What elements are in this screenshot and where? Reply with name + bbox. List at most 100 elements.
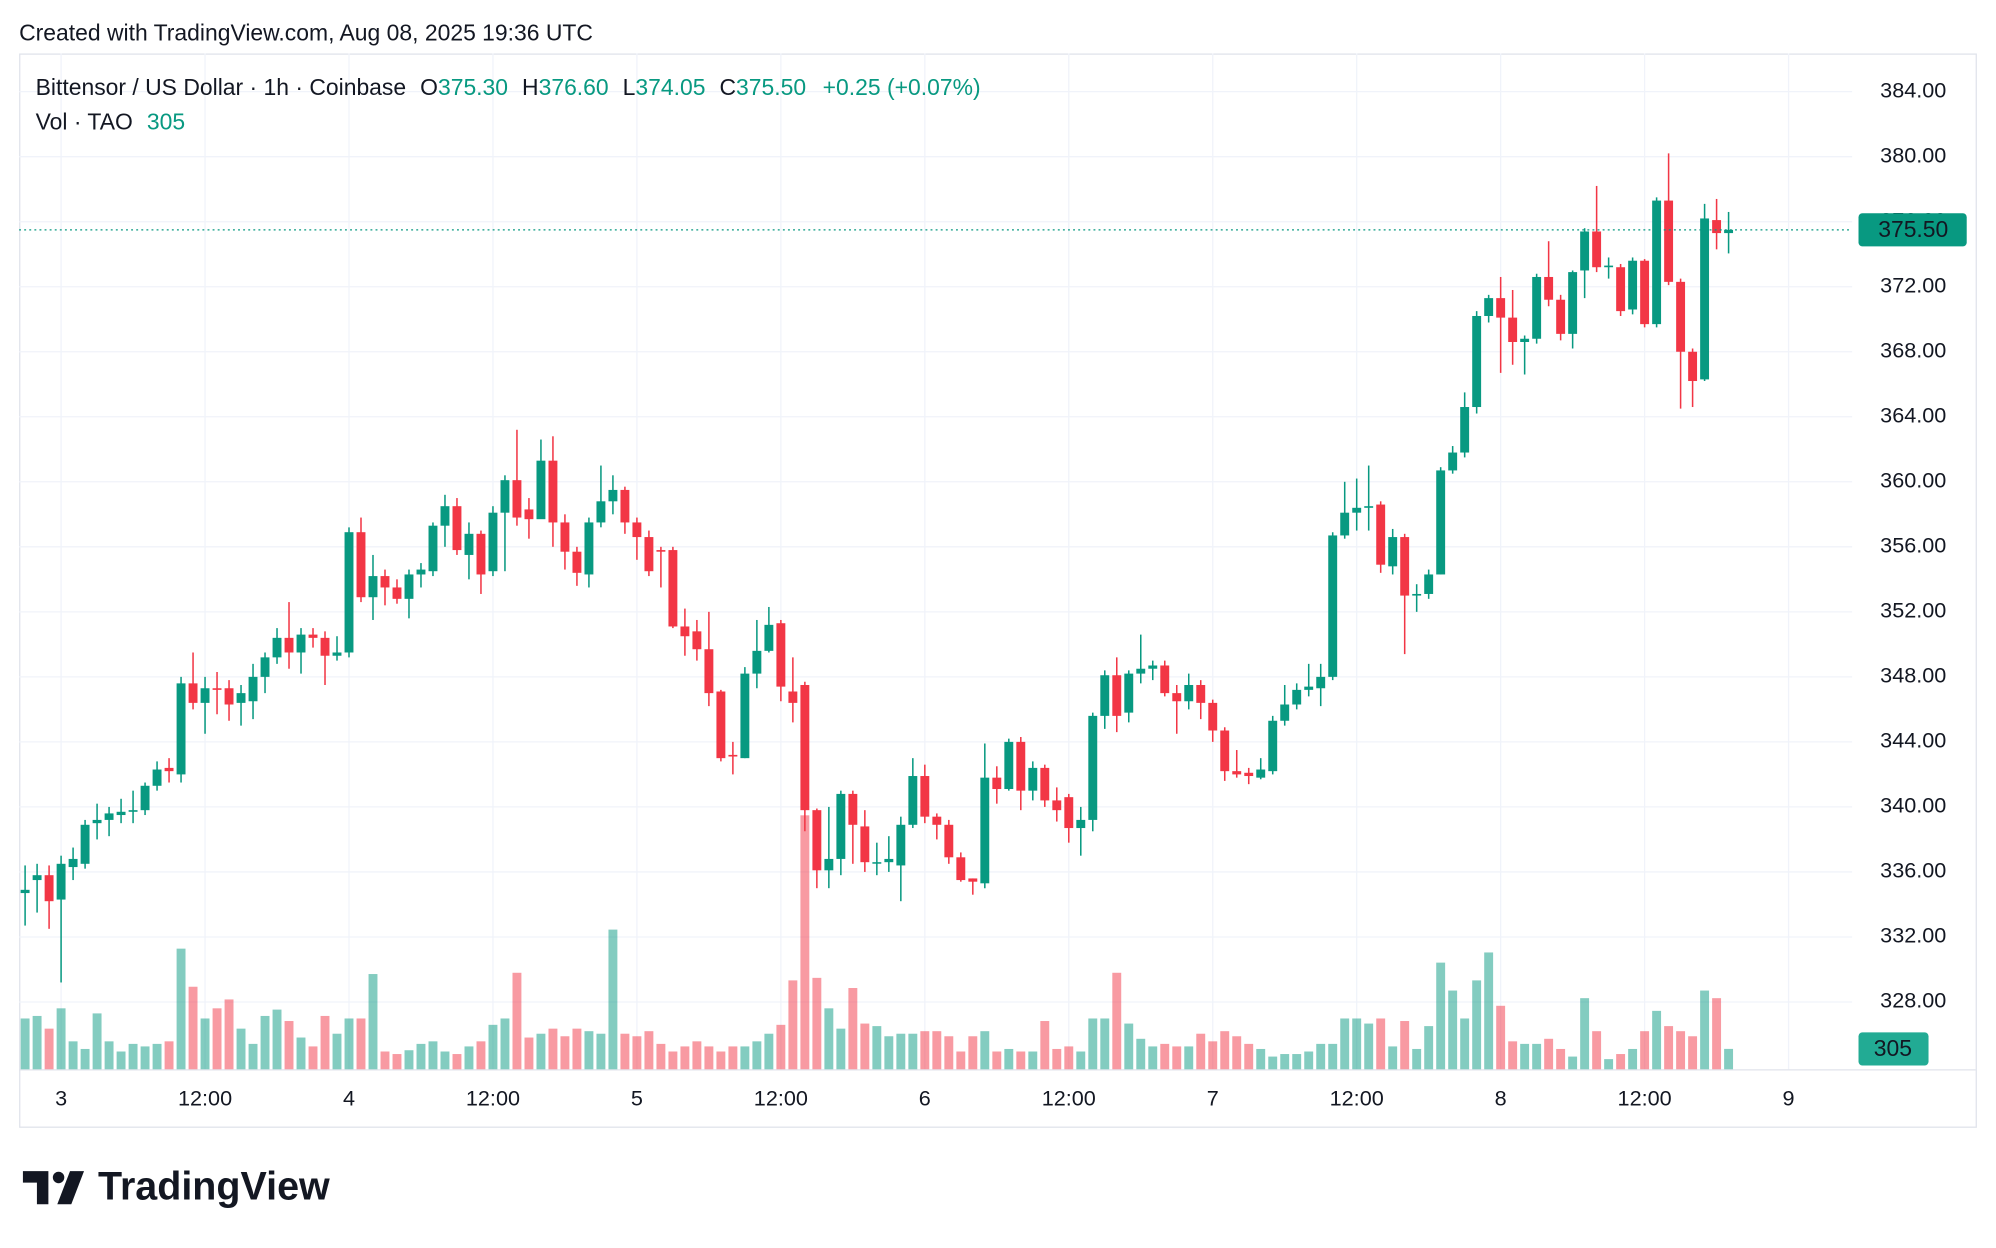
candle-body	[1640, 260, 1650, 325]
candle-body	[1328, 535, 1338, 677]
x-tick-label: 12:00	[1042, 1086, 1096, 1111]
volume-bar	[1292, 1054, 1302, 1070]
candle-body	[1160, 665, 1170, 694]
volume-bar	[1700, 990, 1710, 1070]
volume-pane	[20, 815, 1734, 1070]
x-tick-label: 12:00	[754, 1086, 808, 1111]
candle-body	[860, 826, 870, 863]
candle-body	[1676, 281, 1686, 352]
logo-slash	[57, 1171, 85, 1205]
candle-body	[80, 824, 90, 864]
volume-bar	[1664, 1026, 1674, 1070]
volume-bar	[764, 1033, 774, 1070]
volume-bar	[140, 1046, 150, 1070]
volume-bar	[476, 1041, 486, 1070]
x-tick-label: 9	[1783, 1086, 1795, 1111]
candle-body	[1616, 267, 1626, 312]
candle-body	[440, 506, 450, 526]
candles	[20, 153, 1734, 983]
volume-bar	[284, 1021, 294, 1070]
volume-bar	[1532, 1043, 1542, 1070]
volume-bar	[464, 1046, 474, 1070]
candle-body	[1724, 229, 1734, 234]
candle-body	[968, 878, 978, 882]
volume-bar	[536, 1033, 546, 1070]
candle-body	[800, 684, 810, 811]
volume-bar	[1616, 1054, 1626, 1070]
volume-bar	[260, 1015, 270, 1070]
volume-bar	[716, 1051, 726, 1070]
volume-bar	[272, 1009, 282, 1070]
volume-bar	[896, 1033, 906, 1070]
candle-body	[1004, 741, 1014, 790]
volume-bar	[1268, 1056, 1278, 1070]
volume-bar	[980, 1031, 990, 1070]
volume-bar	[1472, 980, 1482, 1070]
candle-body	[1364, 506, 1374, 508]
candle-body	[332, 652, 342, 656]
candle-body	[224, 688, 234, 705]
candle-body	[692, 631, 702, 650]
volume-bar	[1064, 1046, 1074, 1070]
candle-body	[1544, 276, 1554, 300]
chart-frame	[19, 53, 1977, 1128]
candle-body	[1088, 715, 1098, 820]
candle-body	[1556, 299, 1566, 334]
volume-bar	[188, 986, 198, 1070]
ohlc-value: 375.30	[438, 74, 508, 100]
volume-bar	[1376, 1018, 1386, 1070]
candle-body	[1232, 771, 1242, 775]
ohlc-value: 375.50	[736, 74, 806, 100]
volume-bar	[740, 1046, 750, 1070]
volume-bar	[1496, 1005, 1506, 1070]
y-tick-label: 368.00	[1880, 337, 1946, 362]
candle-body	[896, 824, 906, 866]
candle-body	[884, 858, 894, 863]
volume-bar	[176, 948, 186, 1070]
candle-body	[1100, 675, 1110, 716]
volume-bar	[1208, 1041, 1218, 1070]
candle-body	[752, 650, 762, 674]
candle-body	[188, 683, 198, 703]
volume-bar	[752, 1041, 762, 1070]
volume-bar	[212, 1008, 222, 1070]
volume-bar	[1016, 1051, 1026, 1070]
x-tick-label: 12:00	[466, 1086, 520, 1111]
x-tick-label: 12:00	[1330, 1086, 1384, 1111]
candle-body	[236, 693, 246, 703]
candle-body	[548, 460, 558, 523]
candle-body	[296, 634, 306, 653]
candle-body	[632, 522, 642, 538]
volume-bar	[620, 1033, 630, 1070]
x-tick-label: 5	[631, 1086, 643, 1111]
candle-body	[464, 533, 474, 555]
volume-bar	[296, 1037, 306, 1070]
volume-bar	[452, 1054, 462, 1070]
candle-body	[104, 813, 114, 820]
candle-body	[1580, 231, 1590, 271]
volume-bar	[128, 1043, 138, 1070]
volume-bar	[932, 1031, 942, 1070]
x-tick-label: 3	[55, 1086, 67, 1111]
volume-bar	[1136, 1038, 1146, 1070]
candle-body	[644, 537, 654, 572]
volume-bar	[1280, 1054, 1290, 1070]
candle-body	[716, 691, 726, 759]
candle-body	[872, 862, 882, 864]
y-tick-label: 364.00	[1880, 402, 1946, 427]
candle-body	[428, 525, 438, 572]
volume-bar	[1316, 1043, 1326, 1070]
volume-bar	[1400, 1021, 1410, 1070]
candle-body	[152, 769, 162, 786]
volume-bar	[1244, 1043, 1254, 1070]
candle-body	[1220, 730, 1230, 772]
volume-bar	[728, 1046, 738, 1070]
volume-bar	[1124, 1023, 1134, 1070]
candle-body	[1064, 797, 1074, 829]
candle-body	[284, 637, 294, 653]
ohlc-key: O	[420, 74, 438, 100]
volume-bar	[1364, 1023, 1374, 1070]
y-tick-label: 384.00	[1880, 77, 1946, 102]
volume-bar	[1520, 1043, 1530, 1070]
